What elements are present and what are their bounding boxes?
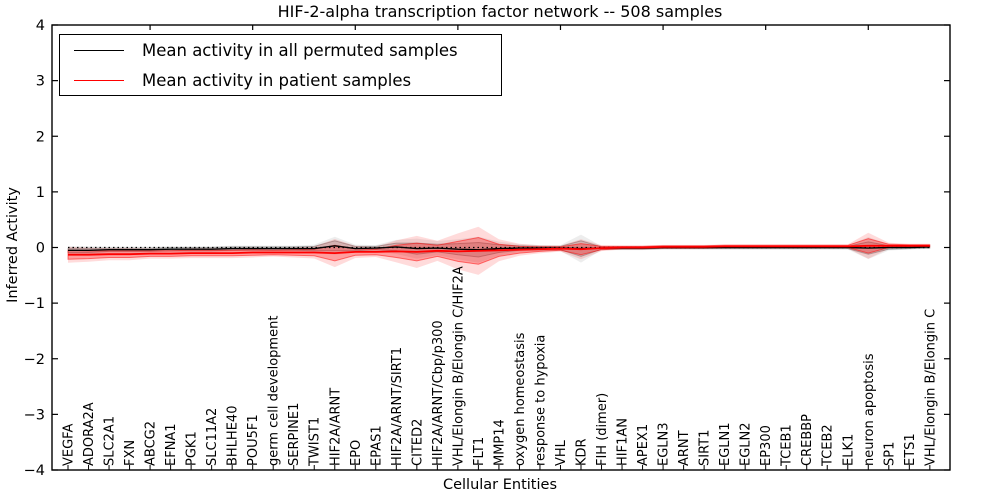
legend-label-patient: Mean activity in patient samples: [142, 70, 412, 90]
x-category-label: SLC11A2: [205, 408, 220, 466]
x-category-label: APEX1: [636, 424, 651, 466]
x-category-label: EGLN3: [657, 422, 672, 466]
x-category-label: EPO: [349, 440, 364, 466]
x-category-label: FIH (dimer): [595, 393, 610, 466]
legend-line-permuted-icon: [74, 49, 124, 51]
chart-title: HIF-2-alpha transcription factor network…: [277, 2, 723, 21]
x-category-label: ETS1: [903, 433, 918, 466]
x-category-label: HIF1AN: [616, 418, 631, 466]
x-category-label: EGLN1: [718, 422, 733, 466]
legend-item-permuted: Mean activity in all permuted samples: [60, 36, 501, 64]
legend: Mean activity in all permuted samples Me…: [59, 34, 502, 96]
y-tick-label: −3: [24, 407, 45, 423]
x-category-label: KDR: [575, 438, 590, 466]
x-category-label: oxygen homeostasis: [513, 332, 528, 466]
line-patient-mean: [68, 244, 930, 256]
x-category-label: PGK1: [185, 431, 200, 466]
x-category-label: MMP14: [492, 419, 507, 466]
x-category-label: FXN: [123, 440, 138, 466]
x-category-label: neuron apoptosis: [862, 353, 877, 466]
x-category-label: EGLN2: [739, 422, 754, 466]
y-tick-label: 4: [36, 18, 45, 34]
x-category-label: SERPINE1: [287, 403, 302, 466]
x-category-label: response to hypoxia: [534, 335, 549, 466]
legend-line-patient-icon: [74, 79, 124, 81]
x-category-label: POU5F1: [246, 414, 261, 466]
x-category-label: EFNA1: [164, 423, 179, 466]
x-category-label: SIRT1: [698, 430, 713, 466]
x-category-label: ADORA2A: [82, 402, 97, 466]
x-category-label: TWIST1: [308, 417, 323, 467]
x-category-label: EP300: [759, 425, 774, 466]
x-category-label: SP1: [882, 442, 897, 466]
y-tick-label: −4: [24, 463, 45, 479]
y-tick-label: 2: [36, 129, 45, 145]
y-tick-label: 0: [36, 241, 45, 257]
x-category-label: VHL/Elongin B/Elongin C/HIF2A: [451, 266, 466, 466]
x-category-label: ABCG2: [144, 421, 159, 466]
y-tick-label: −2: [24, 352, 45, 368]
legend-label-permuted: Mean activity in all permuted samples: [142, 40, 458, 60]
x-category-label: HIF2A/ARNT/SIRT1: [390, 347, 405, 466]
x-category-label: TCEB2: [821, 424, 836, 467]
x-axis-label: Cellular Entities: [442, 477, 558, 493]
y-tick-label: 3: [36, 74, 45, 90]
line-permuted-mean: [68, 245, 930, 251]
x-category-label: SLC2A1: [103, 416, 118, 466]
x-category-label: CITED2: [410, 419, 425, 466]
x-category-label: HIF2A/ARNT/Cbp/p300: [431, 320, 446, 466]
x-category-label: BHLHE40: [226, 406, 241, 466]
legend-item-patient: Mean activity in patient samples: [60, 66, 501, 94]
x-category-label: VEGFA: [62, 424, 77, 466]
x-category-label: VHL/Elongin B/Elongin C: [923, 309, 938, 466]
x-category-label: ELK1: [841, 434, 856, 466]
x-category-label: ARNT: [677, 430, 692, 466]
x-category-label: EPAS1: [369, 425, 384, 466]
x-category-label: FLT1: [472, 437, 487, 466]
x-category-label: germ cell development: [267, 316, 282, 466]
x-category-label: CREBBP: [800, 414, 815, 466]
x-category-label: VHL: [554, 439, 569, 466]
y-tick-label: −1: [24, 296, 45, 312]
y-tick-label: 1: [36, 185, 45, 201]
x-category-label: HIF2A/ARNT: [328, 388, 343, 466]
x-category-label: TCEB1: [780, 424, 795, 467]
